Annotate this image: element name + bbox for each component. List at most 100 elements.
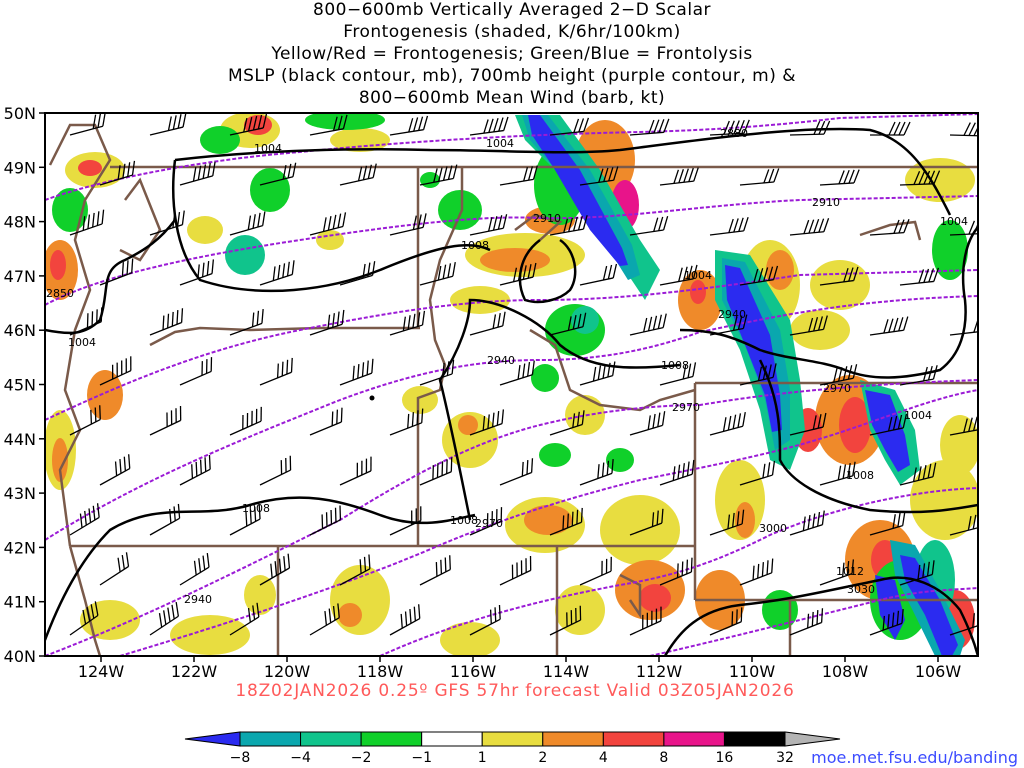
lat-label: 47N xyxy=(4,267,36,286)
colorbar-segment xyxy=(481,731,544,747)
colorbar-label: 2 xyxy=(538,750,547,766)
mslp-label: 1004 xyxy=(940,215,968,228)
wind-barb xyxy=(259,455,292,486)
height-label: 2880 xyxy=(720,127,748,140)
wind-barb xyxy=(549,117,590,136)
latitude-axis: 50N 49N 48N 47N 46N 45N 44N 43N 42N 41N 40N xyxy=(4,104,45,666)
wind-barb xyxy=(579,556,612,586)
wind-barb xyxy=(389,310,426,336)
wind-barb xyxy=(579,166,619,186)
mslp-label: 1004 xyxy=(254,142,282,155)
wind-barb xyxy=(309,603,340,636)
wind-barb xyxy=(659,557,693,586)
wind-barb xyxy=(69,405,101,436)
wind-barb xyxy=(629,216,669,236)
title-line-2: Frontogenesis (shaded, K/6hr/100km) xyxy=(343,22,681,42)
wind-barb xyxy=(469,116,509,136)
lat-label: 48N xyxy=(4,213,36,232)
wind-barb xyxy=(499,262,537,286)
height-label: 3030 xyxy=(847,583,875,596)
wind-barb xyxy=(579,459,614,486)
wind-barb xyxy=(709,509,745,536)
colorbar-segment xyxy=(723,731,786,747)
height-label: 2850 xyxy=(46,287,74,300)
wind-barb xyxy=(659,167,699,186)
wind-barb xyxy=(659,264,698,286)
wind-barb xyxy=(309,407,343,436)
wind-barb xyxy=(229,211,266,236)
wind-barb xyxy=(819,461,856,486)
wind-barb xyxy=(789,315,828,336)
wind-barb xyxy=(899,365,938,386)
wind-barb xyxy=(629,118,670,136)
wind-barb xyxy=(549,605,582,636)
wind-barb xyxy=(899,560,935,586)
wind-barb xyxy=(789,510,825,536)
wind-barb xyxy=(499,360,535,386)
colorbar-segment xyxy=(421,731,483,747)
lon-label: 114W xyxy=(543,662,590,681)
lat-label: 44N xyxy=(4,430,36,449)
wind-barb xyxy=(99,160,136,186)
wind-barb xyxy=(179,357,213,386)
lon-label: 116W xyxy=(450,662,497,681)
wind-barb xyxy=(579,361,616,386)
wind-barb xyxy=(99,454,131,486)
source-credit: moe.met.fsu.edu/banding xyxy=(811,748,1018,767)
colorbar-label: 8 xyxy=(659,750,668,766)
wind-barb xyxy=(259,260,295,286)
colorbar-high-arrow xyxy=(784,731,841,747)
mslp-label: 1004 xyxy=(68,336,96,349)
map-panel: 1004 1004 1004 1004 1004 1004 1008 1008 … xyxy=(45,113,978,656)
wind-barb xyxy=(149,601,179,636)
title-line-1: 800−600mb Vertically Averaged 2−D Scalar xyxy=(313,0,711,20)
wind-barb xyxy=(389,604,421,636)
title-line-3: Yellow/Red = Frontogenesis; Green/Blue =… xyxy=(271,44,753,64)
height-label: 2910 xyxy=(812,196,840,209)
height-label: 2940 xyxy=(718,308,746,321)
lat-label: 42N xyxy=(4,538,36,557)
colorbar-segment xyxy=(300,731,362,747)
wind-barb xyxy=(179,552,210,586)
wind-barb xyxy=(949,220,978,236)
lat-label: 43N xyxy=(4,484,36,503)
wind-barb xyxy=(709,314,748,336)
mslp-label: 1008 xyxy=(661,359,689,372)
wind-barb xyxy=(469,214,508,236)
wind-barb xyxy=(709,607,743,636)
wind-barb xyxy=(869,219,910,236)
lon-label: 118W xyxy=(357,662,404,681)
wind-barb xyxy=(469,507,503,536)
wind-barb xyxy=(579,263,618,286)
wind-barb xyxy=(339,554,371,586)
wind-barb xyxy=(229,309,264,336)
wind-barb xyxy=(99,258,134,286)
colorbar-segment xyxy=(602,731,665,747)
lat-label: 41N xyxy=(4,593,36,612)
wind-barb xyxy=(549,507,583,536)
height-label: 2970 xyxy=(475,517,503,530)
colorbar-segment xyxy=(239,731,302,747)
wind-barb xyxy=(149,113,187,136)
wind-barb xyxy=(419,261,456,286)
wind-barb xyxy=(819,559,855,586)
wind-barb xyxy=(149,210,185,236)
contour-labels: 1004 1004 1004 1004 1004 1004 1008 1008 … xyxy=(46,127,968,606)
mslp-label: 1008 xyxy=(242,502,270,515)
lat-label: 50N xyxy=(4,104,36,123)
wind-barb xyxy=(389,506,422,536)
lon-label: 108W xyxy=(822,662,869,681)
title-line-5: 800−600mb Mean Wind (barb, kt) xyxy=(358,88,666,108)
wind-barb xyxy=(99,356,132,386)
wind-barb xyxy=(469,409,505,436)
wind-barb xyxy=(499,458,534,486)
height-label: 2970 xyxy=(823,382,851,395)
colorbar-label: 4 xyxy=(599,750,608,766)
mslp-label: 1004 xyxy=(684,269,712,282)
height-label: 2940 xyxy=(184,593,212,606)
lat-label: 45N xyxy=(4,376,36,395)
lon-label: 124W xyxy=(78,662,125,681)
wind-barb xyxy=(259,162,297,186)
colorbar-segment xyxy=(663,731,725,747)
